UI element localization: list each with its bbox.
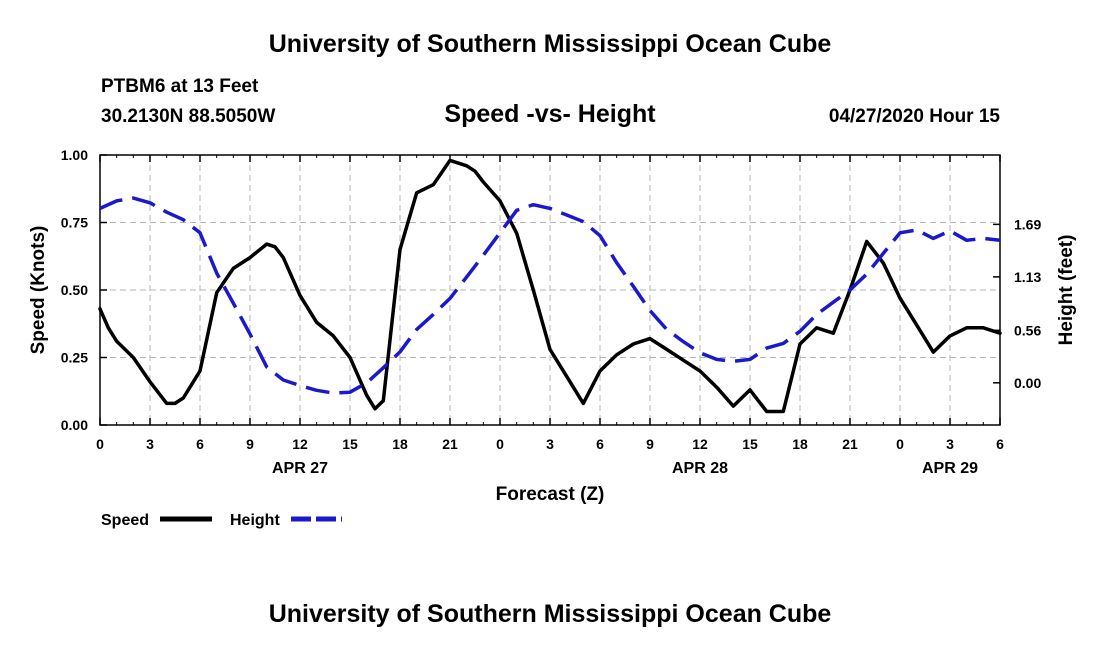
- x-tick-label: 0: [496, 436, 504, 452]
- x-tick-label: 3: [546, 436, 554, 452]
- x-tick-label: 0: [896, 436, 904, 452]
- y-axis-title: Speed (Knots): [28, 226, 49, 355]
- x-tick-label: 15: [742, 436, 758, 452]
- y2-tick-label: 0.56: [1014, 322, 1041, 338]
- y2-tick-label: 0.00: [1014, 375, 1041, 391]
- x-tick-label: 12: [292, 436, 308, 452]
- y-tick-label: 0.50: [61, 282, 88, 298]
- date-label: APR 28: [672, 460, 728, 477]
- y2-tick-label: 1.13: [1014, 269, 1041, 285]
- x-tick-label: 21: [842, 436, 858, 452]
- y-tick-label: 0.00: [61, 417, 88, 433]
- legend-label-speed: Speed: [101, 512, 149, 529]
- x-tick-label: 3: [146, 436, 154, 452]
- x-tick-label: 15: [342, 436, 358, 452]
- x-tick-label: 3: [946, 436, 954, 452]
- x-tick-label: 6: [596, 436, 604, 452]
- y-tick-label: 0.25: [61, 350, 88, 366]
- page-title-bottom: University of Southern Mississippi Ocean…: [268, 600, 832, 628]
- x-tick-label: 18: [392, 436, 408, 452]
- date-label: APR 29: [922, 460, 978, 477]
- station-label: PTBM6 at 13 Feet: [101, 76, 259, 97]
- x-tick-label: 6: [196, 436, 204, 452]
- chart-title: Speed -vs- Height: [444, 100, 656, 128]
- page-title-top: University of Southern Mississippi Ocean…: [268, 30, 832, 58]
- series-line-height: [99, 196, 1001, 395]
- x-tick-label: 9: [246, 436, 254, 452]
- y-tick-label: 1.00: [61, 147, 88, 163]
- coordinates-label: 30.2130N 88.5050W: [101, 106, 276, 127]
- x-tick-label: 18: [792, 436, 808, 452]
- plot-frame: [99, 154, 1001, 426]
- x-tick-label: 6: [996, 436, 1004, 452]
- x-tick-label: 9: [646, 436, 654, 452]
- y-tick-label: 0.75: [61, 215, 88, 231]
- x-tick-label: 0: [96, 436, 104, 452]
- y2-axis-title: Height (feet): [1056, 235, 1077, 346]
- date-label: APR 27: [272, 460, 328, 477]
- forecast-datetime: 04/27/2020 Hour 15: [828, 106, 1000, 127]
- x-tick-label: 12: [692, 436, 708, 452]
- series-line-speed: [98, 158, 1002, 414]
- legend-label-height: Height: [230, 512, 280, 529]
- x-tick-label: 21: [442, 436, 458, 452]
- y2-tick-label: 1.69: [1014, 216, 1041, 232]
- x-axis-title: Forecast (Z): [496, 484, 605, 505]
